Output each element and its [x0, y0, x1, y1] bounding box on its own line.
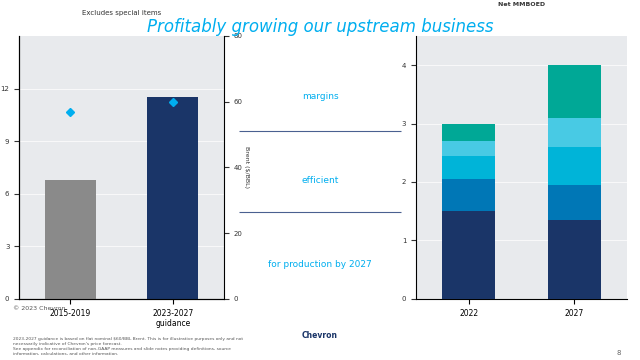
Text: Expect >3% CAGR: Expect >3% CAGR [260, 226, 380, 240]
Bar [147, 97, 198, 299]
Text: © 2023 Chevron: © 2023 Chevron [13, 306, 65, 311]
Text: Chevron: Chevron [302, 331, 338, 340]
Text: Improved: Improved [289, 58, 351, 71]
Text: for production by 2027: for production by 2027 [268, 260, 372, 269]
Text: 8: 8 [616, 350, 621, 356]
Bar [548, 147, 601, 185]
Y-axis label: Brent ($/BBL): Brent ($/BBL) [244, 147, 249, 188]
Bar [442, 156, 495, 179]
Text: Net MMBOED: Net MMBOED [498, 2, 545, 7]
Bar [442, 141, 495, 156]
Bar [548, 220, 601, 299]
Bar [442, 211, 495, 299]
Bar [45, 180, 96, 299]
Bar [548, 185, 601, 220]
Bar [548, 118, 601, 147]
Text: 2023-2027 guidance is based on flat nominal $60/BBL Brent. This is for illustrat: 2023-2027 guidance is based on flat nomi… [13, 337, 243, 356]
Bar [442, 179, 495, 211]
Text: margins: margins [301, 92, 339, 101]
Bar [548, 65, 601, 118]
Bar [442, 123, 495, 141]
Text: Capital & cost: Capital & cost [273, 143, 367, 156]
Text: Excludes special items: Excludes special items [82, 10, 161, 16]
Text: efficient: efficient [301, 176, 339, 185]
Text: Profitably growing our upstream business: Profitably growing our upstream business [147, 18, 493, 36]
